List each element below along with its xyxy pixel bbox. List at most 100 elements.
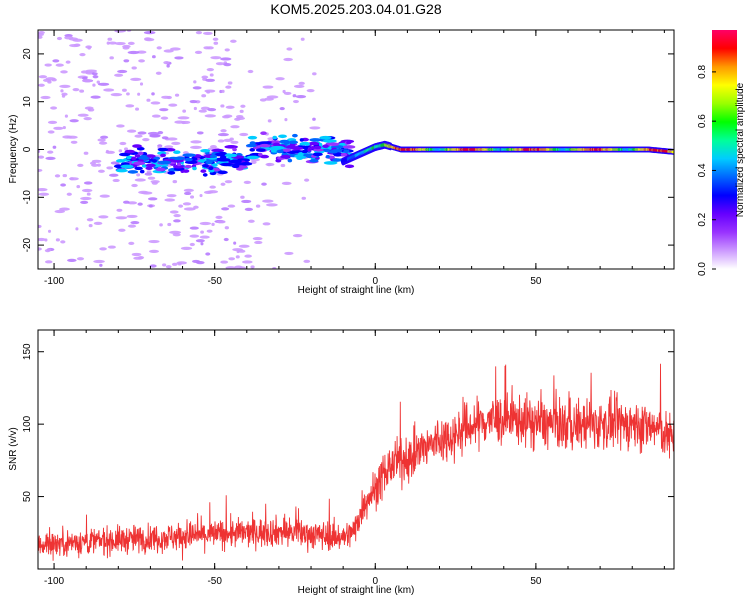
spectral-speckle <box>183 207 196 211</box>
spectral-speckle <box>92 83 96 87</box>
spectral-speckle <box>38 192 50 196</box>
figure-title: KOM5.2025.203.04.01.G28 <box>270 1 441 17</box>
spectral-speckle <box>230 125 240 129</box>
spectral-blob <box>232 147 237 152</box>
spectral-speckle <box>38 188 48 192</box>
snr-x-tick-label: 0 <box>372 576 378 587</box>
spectral-speckle <box>77 163 84 167</box>
spectral-speckle <box>170 47 181 51</box>
spectral-speckle <box>282 89 286 94</box>
spectral-speckle <box>210 56 222 60</box>
spectral-blob <box>310 146 315 150</box>
spectral-speckle <box>239 109 244 113</box>
spectral-blob <box>133 161 146 165</box>
spectrogram-y-tick-label: 0 <box>22 146 33 152</box>
spectral-speckle <box>235 255 240 259</box>
spectral-speckle <box>267 119 272 123</box>
spectral-blob <box>134 154 141 158</box>
colorbar-tick-label: 0.0 <box>697 262 708 276</box>
spectral-speckle <box>169 230 182 234</box>
spectral-speckle <box>265 203 278 207</box>
spectral-speckle <box>147 176 156 180</box>
spectral-speckle <box>284 251 294 256</box>
spectral-speckle <box>199 235 210 239</box>
spectral-speckle <box>220 57 232 61</box>
snr-panel: -100 -50 0 50 50 100 150 Height of straight li… <box>8 329 675 596</box>
spectral-blob <box>283 141 290 145</box>
spectral-blob <box>172 164 184 169</box>
spectral-speckle <box>146 98 151 102</box>
spectral-blob <box>312 152 323 157</box>
spectral-speckle <box>204 89 216 93</box>
colorbar-tick-label: 0.8 <box>697 64 708 78</box>
spectral-speckle <box>106 41 110 45</box>
spectral-speckle <box>184 191 192 196</box>
spectral-speckle <box>174 93 180 97</box>
spectral-speckle <box>79 89 85 93</box>
spectral-speckle <box>283 57 293 62</box>
spectral-speckle <box>233 241 237 245</box>
spectral-speckle <box>167 222 172 227</box>
spectral-speckle <box>138 59 145 63</box>
spectral-blob <box>307 141 320 146</box>
spectral-speckle <box>115 162 120 166</box>
spectral-speckle <box>38 237 46 242</box>
spectral-speckle <box>139 82 144 86</box>
spectral-blob <box>296 156 304 161</box>
spectral-speckle <box>38 30 45 35</box>
spectral-speckle <box>215 62 225 66</box>
spectral-speckle <box>115 216 128 220</box>
spectral-blob <box>239 162 253 166</box>
spectral-speckle <box>118 228 126 232</box>
spectral-speckle <box>215 215 223 219</box>
spectral-blob <box>290 146 304 151</box>
spectral-speckle <box>286 47 293 51</box>
spectral-speckle <box>86 192 91 196</box>
spectral-speckle <box>112 178 120 183</box>
spectral-speckle <box>284 118 288 122</box>
spectral-blob <box>216 158 231 162</box>
spectral-blob <box>173 150 181 155</box>
spectral-speckle <box>44 63 52 67</box>
spectral-speckle <box>220 129 227 133</box>
spectral-speckle <box>189 234 200 238</box>
spectral-speckle <box>53 126 64 130</box>
spectral-speckle <box>223 114 233 118</box>
spectral-speckle <box>173 219 181 223</box>
spectral-speckle <box>42 78 52 82</box>
spectral-blob <box>139 169 145 174</box>
spectral-blob <box>292 133 298 138</box>
spectral-speckle <box>67 258 77 262</box>
spectral-speckle <box>216 220 226 224</box>
spectral-blob <box>271 145 285 150</box>
spectral-speckle <box>192 86 202 90</box>
spectral-blob <box>138 156 150 161</box>
spectral-speckle <box>38 155 45 159</box>
spectral-speckle <box>65 60 71 64</box>
spectral-speckle <box>38 247 42 251</box>
spectral-speckle <box>83 151 89 155</box>
spectral-speckle <box>210 144 217 149</box>
spectral-speckle <box>60 70 68 74</box>
spectral-speckle <box>76 185 81 189</box>
spectral-blob <box>130 156 137 161</box>
spectral-speckle <box>228 257 235 261</box>
spectral-speckle <box>160 116 169 120</box>
spectral-speckle <box>173 213 181 218</box>
spectral-blob <box>124 149 136 154</box>
spectral-speckle <box>224 226 229 230</box>
spectral-speckle <box>93 221 103 225</box>
spectral-speckle <box>209 185 216 189</box>
spectral-speckle <box>306 89 315 93</box>
spectral-blob <box>343 149 350 154</box>
spectral-speckle <box>128 241 135 245</box>
spectral-speckle <box>38 168 43 173</box>
spectral-speckle <box>60 89 64 93</box>
spectral-speckle <box>171 141 181 145</box>
spectral-blob <box>220 162 233 167</box>
spectral-speckle <box>91 163 99 167</box>
spectral-speckle <box>166 137 178 141</box>
spectral-speckle <box>44 238 48 242</box>
spectral-blob <box>307 148 312 152</box>
